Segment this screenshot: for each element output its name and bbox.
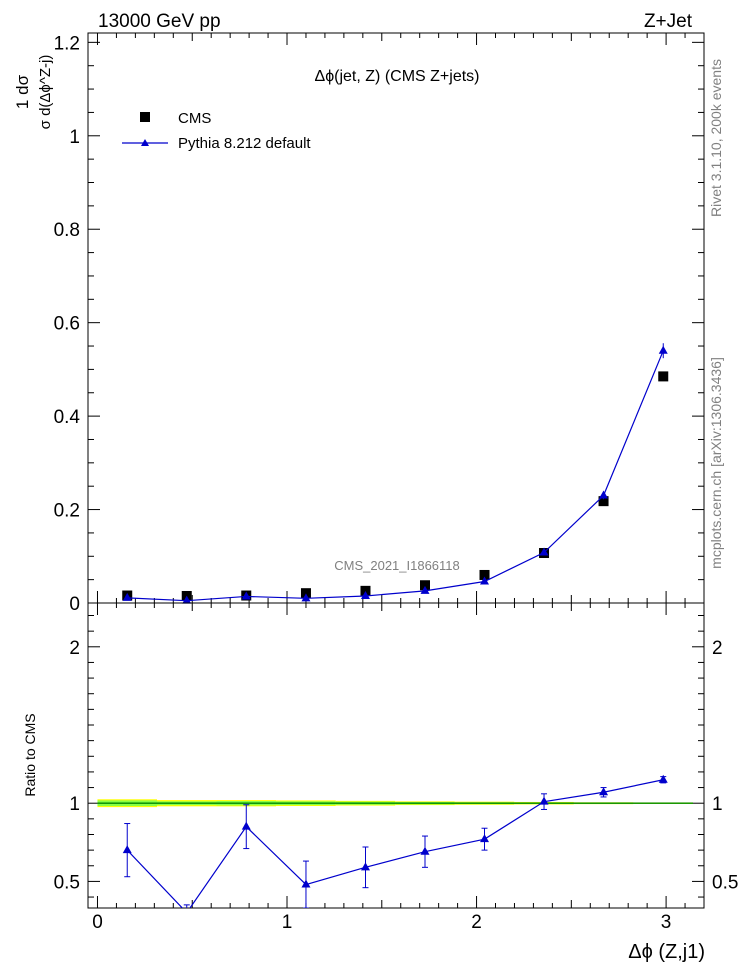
ratio-ytick-label-right: 0.5 <box>712 872 738 893</box>
main-ylabel: 1 dσ <box>13 74 32 109</box>
main-ytick-label: 0 <box>69 594 80 615</box>
cms-point <box>419 580 430 591</box>
pythia-point <box>480 576 490 585</box>
pythia-point <box>539 547 549 556</box>
cms-point <box>479 569 490 580</box>
ratio-point <box>186 907 187 908</box>
ratio-ytick-label-right: 2 <box>712 638 723 659</box>
rivet-label: Rivet 3.1.10, 200k events <box>708 59 724 217</box>
ratio-panel: 0 1 2 3 0.5 0.5 1 1 2 2 <box>54 602 738 933</box>
ratio-xtick-label: 0 <box>92 912 103 933</box>
ratio-point <box>599 787 609 796</box>
ratio-ytick-label: 2 <box>69 638 80 659</box>
ratio-point <box>420 846 430 855</box>
pythia-point <box>122 592 132 601</box>
main-ytick-label: 1.2 <box>54 33 80 54</box>
pythia-point <box>301 593 311 602</box>
main-panel: 0 0.2 0.4 0.6 0.8 1 1.2 <box>54 32 705 615</box>
main-ytick-label: 0.2 <box>54 501 80 522</box>
ratio-ylabel: Ratio to CMS <box>22 713 38 796</box>
ratio-xtick-label: 2 <box>471 912 482 933</box>
pythia-point <box>599 490 609 499</box>
watermark: CMS_2021_I1866118 <box>334 558 460 573</box>
ratio-series <box>122 774 668 908</box>
pythia-point <box>658 345 668 354</box>
legend-pythia-marker <box>141 139 149 146</box>
x-axis-label: Δϕ (Z,j1) <box>628 941 705 963</box>
ratio-point <box>122 845 132 854</box>
ratio-point <box>241 821 251 830</box>
pythia-point <box>182 595 192 604</box>
main-ylabel-denominator: σ d(Δϕ^Z-j) <box>37 55 54 130</box>
ratio-xtick-label: 1 <box>282 912 293 933</box>
ratio-line <box>126 779 664 908</box>
header-right: Z+Jet <box>644 11 693 32</box>
main-title: Δϕ(jet, Z) (CMS Z+jets) <box>315 68 480 85</box>
cms-point <box>360 585 371 596</box>
pythia-point <box>241 591 251 600</box>
legend-cms-marker <box>140 112 150 122</box>
main-ytick-label: 0.6 <box>54 314 80 335</box>
main-ytick-label: 0.8 <box>54 220 80 241</box>
ratio-frame <box>87 602 705 909</box>
mcplots-label: mcplots.cern.ch [arXiv:1306.3436] <box>708 357 724 569</box>
ratio-point <box>360 862 370 871</box>
ratio-ytick-label: 1 <box>69 794 80 815</box>
legend-pythia-label: Pythia 8.212 default <box>178 135 311 152</box>
ratio-point <box>301 879 311 888</box>
ratio-xtick-label: 3 <box>661 912 672 933</box>
ratio-point <box>539 796 549 805</box>
svg-text:1 dσ: 1 dσ <box>13 74 32 109</box>
ratio-ytick-label-right: 1 <box>712 794 723 815</box>
pythia-point <box>420 585 430 594</box>
pythia-line <box>127 350 664 602</box>
cms-point <box>658 371 669 382</box>
cms-point <box>598 496 609 507</box>
legend: CMS Pythia 8.212 default <box>122 110 311 152</box>
ratio-point <box>658 774 668 783</box>
main-ytick-label: 1 <box>69 127 80 148</box>
ratio-ytick-label: 0.5 <box>54 872 80 893</box>
ratio-point <box>480 834 490 843</box>
svg-text:σ d(Δϕ^Z-j): σ d(Δϕ^Z-j) <box>37 55 54 130</box>
main-ytick-label: 0.4 <box>54 407 81 428</box>
pythia-point <box>360 590 370 599</box>
cms-point <box>300 588 311 599</box>
legend-cms-label: CMS <box>178 110 211 127</box>
header-left: 13000 GeV pp <box>98 11 221 32</box>
